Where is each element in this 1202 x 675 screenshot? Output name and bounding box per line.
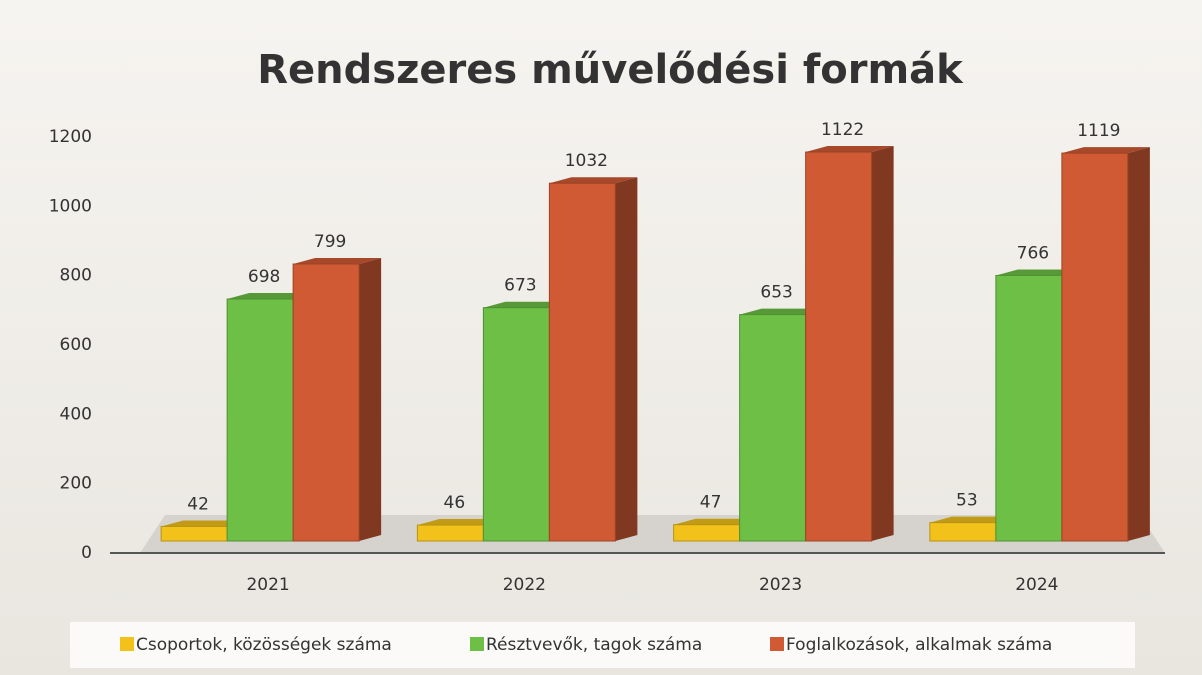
- bar-front: [739, 314, 807, 542]
- legend-label: Foglalkozások, alkalmak száma: [786, 635, 1052, 655]
- bar-front: [995, 274, 1063, 542]
- y-tick-label: 200: [60, 474, 92, 494]
- bar-front: [805, 151, 873, 542]
- x-tick-label: 2021: [246, 575, 289, 595]
- bar-side: [871, 146, 894, 542]
- bar-side: [1127, 147, 1150, 541]
- bar-front: [929, 522, 997, 542]
- data-label: 766: [1017, 243, 1049, 263]
- data-label: 653: [760, 283, 792, 303]
- bar-front: [226, 298, 294, 542]
- y-tick-label: 600: [60, 335, 92, 355]
- chart-title: Rendszeres művelődési formák: [257, 47, 964, 93]
- legend-label: Résztvevők, tagok száma: [486, 635, 702, 655]
- bar: [1061, 147, 1150, 542]
- legend-swatch: [470, 637, 484, 651]
- y-tick-label: 800: [60, 266, 92, 286]
- floor: [140, 515, 1165, 553]
- y-tick-label: 1200: [49, 127, 92, 147]
- x-tick-label: 2023: [759, 575, 802, 595]
- legend-swatch: [770, 637, 784, 651]
- bar-front: [1061, 152, 1129, 542]
- data-label: 1119: [1077, 121, 1120, 141]
- data-label: 698: [248, 267, 280, 287]
- bar-top: [1061, 147, 1150, 154]
- x-tick-label: 2024: [1015, 575, 1058, 595]
- data-label: 42: [187, 494, 209, 514]
- bar: [548, 177, 638, 542]
- bar-top: [293, 258, 382, 265]
- bar-front: [548, 182, 616, 542]
- bar-top: [805, 146, 894, 153]
- data-label: 673: [504, 276, 536, 296]
- y-tick-label: 400: [60, 404, 92, 424]
- data-label: 799: [314, 232, 346, 252]
- bar-front: [160, 525, 228, 542]
- y-tick-label: 1000: [49, 196, 92, 216]
- data-label: 53: [956, 491, 978, 511]
- bar: [292, 258, 382, 542]
- bar-front: [673, 524, 741, 542]
- data-label: 46: [444, 493, 466, 513]
- data-label: 1032: [565, 151, 608, 171]
- y-tick-label: 0: [81, 543, 92, 563]
- bar-side: [359, 258, 382, 541]
- legend-swatch: [120, 637, 134, 651]
- legend-label: Csoportok, közösségek száma: [136, 635, 392, 655]
- x-tick-label: 2022: [503, 575, 546, 595]
- bar-front: [292, 263, 360, 542]
- data-label: 1122: [821, 120, 864, 140]
- bar: [805, 146, 894, 542]
- bar-front: [416, 524, 484, 542]
- bar-top: [549, 177, 638, 184]
- data-label: 47: [700, 493, 722, 513]
- legend-box: [70, 622, 1135, 668]
- bar-front: [482, 307, 550, 542]
- bar-side: [615, 177, 638, 542]
